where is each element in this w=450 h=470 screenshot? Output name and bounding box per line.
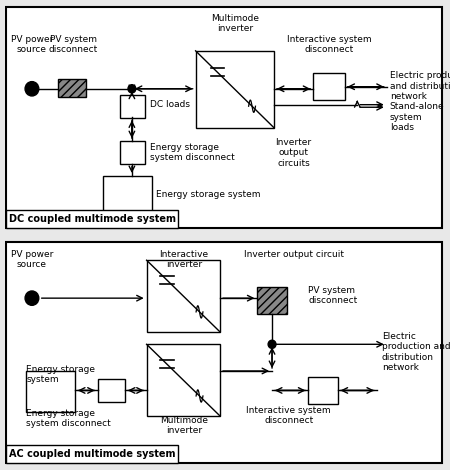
- Text: DC loads: DC loads: [149, 100, 189, 109]
- Text: Inverter
output
circuits: Inverter output circuits: [275, 138, 312, 168]
- Bar: [58, 78, 86, 97]
- Bar: [147, 260, 220, 332]
- Circle shape: [128, 85, 136, 93]
- Text: DC coupled multimode system: DC coupled multimode system: [9, 214, 176, 224]
- Text: Multimode
inverter: Multimode inverter: [160, 416, 208, 436]
- Text: PV power
source: PV power source: [11, 34, 53, 54]
- Bar: [257, 287, 287, 313]
- Text: Electric production
and distribution
network: Electric production and distribution net…: [390, 71, 450, 101]
- Circle shape: [268, 340, 276, 348]
- Text: PV power
source: PV power source: [11, 250, 53, 269]
- Text: Inverter output circuit: Inverter output circuit: [243, 250, 344, 259]
- Bar: [308, 377, 338, 404]
- Text: Energy storage
system disconnect: Energy storage system disconnect: [149, 143, 234, 162]
- Bar: [313, 73, 345, 100]
- Bar: [6, 445, 178, 463]
- Bar: [147, 345, 220, 416]
- Text: Interactive
inverter: Interactive inverter: [159, 250, 208, 269]
- Bar: [196, 51, 274, 128]
- Text: Energy storage system: Energy storage system: [157, 190, 261, 199]
- Text: Electric
production and
distribution
network: Electric production and distribution net…: [382, 332, 450, 372]
- Text: PV system
disconnect: PV system disconnect: [308, 286, 358, 305]
- Text: Interactive system
disconnect: Interactive system disconnect: [287, 34, 371, 54]
- Text: Multimode
inverter: Multimode inverter: [211, 14, 259, 33]
- Bar: [6, 210, 178, 228]
- Text: PV system
disconnect: PV system disconnect: [49, 34, 98, 54]
- Bar: [26, 371, 75, 412]
- Bar: [98, 379, 125, 402]
- Text: Interactive system
disconnect: Interactive system disconnect: [247, 406, 331, 425]
- Bar: [103, 176, 152, 212]
- Circle shape: [25, 82, 39, 96]
- Text: Energy storage
system disconnect: Energy storage system disconnect: [26, 409, 111, 428]
- Bar: [120, 141, 144, 164]
- Bar: [120, 95, 144, 118]
- Text: Energy storage
system: Energy storage system: [26, 365, 95, 384]
- Text: Stand-alone
system
loads: Stand-alone system loads: [390, 102, 444, 132]
- Text: AC coupled multimode system: AC coupled multimode system: [9, 449, 176, 459]
- Circle shape: [25, 291, 39, 306]
